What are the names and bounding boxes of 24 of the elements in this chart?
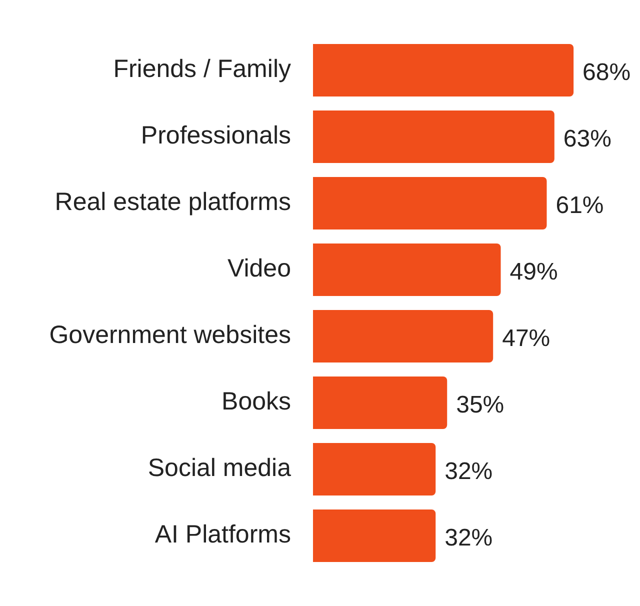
data-label: 61% xyxy=(556,192,604,219)
data-label: 47% xyxy=(502,324,550,352)
y-tick-label: Books xyxy=(222,388,291,416)
y-tick-label: Government websites xyxy=(49,321,291,350)
data-label: 49% xyxy=(510,258,558,286)
bar xyxy=(313,243,501,296)
bar xyxy=(313,376,448,430)
y-tick-label: Professionals xyxy=(140,122,291,150)
y-tick-label: Real estate platforms xyxy=(54,188,291,216)
data-label: 32% xyxy=(444,458,493,485)
y-tick-label: AI Platforms xyxy=(154,520,291,549)
data-label: 63% xyxy=(563,125,612,152)
data-label: 35% xyxy=(456,391,504,418)
data-label: 32% xyxy=(444,524,493,552)
bar xyxy=(313,442,436,496)
bar xyxy=(313,110,554,164)
bar xyxy=(313,44,574,97)
y-tick-label: Friends / Family xyxy=(113,55,292,84)
data-label: 68% xyxy=(582,58,631,86)
y-tick-label: Social media xyxy=(148,454,292,482)
bar xyxy=(313,509,436,562)
y-tick-label: Video xyxy=(228,254,291,283)
bar xyxy=(313,310,494,363)
bar xyxy=(313,176,547,230)
